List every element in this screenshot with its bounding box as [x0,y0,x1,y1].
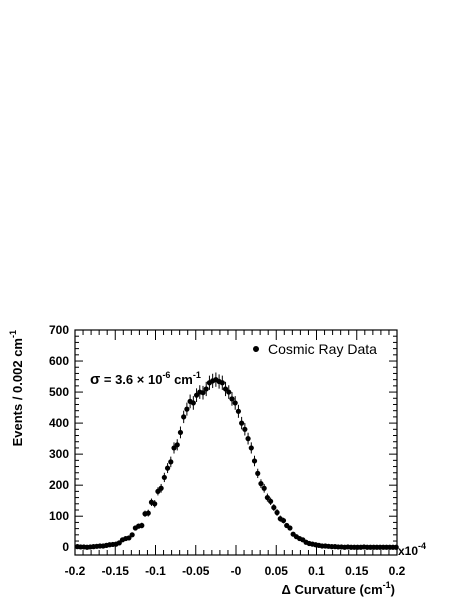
x-tick-label: -0.05 [182,564,210,578]
data-point [145,510,151,516]
data-point [239,420,245,426]
data-point [158,485,164,491]
data-point [200,390,206,396]
data-point [222,386,229,392]
data-series [74,372,399,550]
x-axis-title: Δ Curvature (cm-1) [282,580,395,597]
legend-marker [253,346,259,352]
x-multiplier: x10-4 [398,541,426,558]
x-tick-label: -0.15 [102,564,130,578]
data-point [393,544,399,550]
data-point [235,408,242,414]
data-point [271,504,277,511]
data-point [161,474,167,481]
x-tick-label: -0.2 [65,564,86,578]
y-axis: 0 100 200 300 400 500 600 700 [49,323,397,554]
data-point [232,400,238,406]
data-point [245,436,251,442]
y-tick-label: 400 [49,416,69,430]
data-point [190,400,196,406]
data-point [193,392,200,398]
data-point [242,426,248,432]
x-axis: -0.2 -0.15 -0.1 -0.05 -0 0.05 0.1 0.15 0.2 [65,330,406,578]
y-tick-label: 200 [49,478,69,492]
data-point [274,509,280,516]
x-tick-label: 0.15 [345,564,369,578]
data-point [116,540,122,546]
data-point [251,458,258,464]
data-point [174,442,180,448]
data-point [229,396,235,402]
data-point [126,535,132,541]
plot-frame [74,329,398,556]
x-tick-label: 0.1 [308,564,325,578]
data-point [177,429,184,436]
data-point [248,445,254,451]
data-point [171,445,177,451]
data-point [287,525,293,531]
data-point [258,481,264,487]
x-tick-label: -0 [231,564,242,578]
legend-label: Cosmic Ray Data [268,341,377,357]
data-point [261,485,267,491]
y-tick-label: 100 [49,509,69,523]
data-point [268,498,274,504]
data-point [184,406,190,412]
data-point [164,465,171,471]
data-point [203,386,209,392]
y-tick-label: 600 [49,354,69,368]
y-tick-label: 500 [49,385,69,399]
data-point [129,532,135,538]
y-axis-title: Events / 0.002 cm-1 [8,330,25,446]
y-tick-label: 0 [62,540,69,554]
x-tick-label: -0.1 [145,564,166,578]
data-point [255,470,261,476]
x-tick-label: 0.2 [389,564,406,578]
data-point [280,517,287,524]
data-point [219,380,225,386]
sigma-annotation: σ = 3.6 × 10-6 cm-1 [90,370,201,388]
data-point [152,501,158,507]
data-point [139,522,145,529]
data-point [226,389,232,395]
data-point [264,494,270,501]
data-point [155,488,161,494]
data-point [168,459,174,465]
data-point [181,414,187,420]
x-tick-label: 0.05 [265,564,289,578]
y-tick-label: 300 [49,447,69,461]
y-tick-label: 700 [49,323,69,337]
